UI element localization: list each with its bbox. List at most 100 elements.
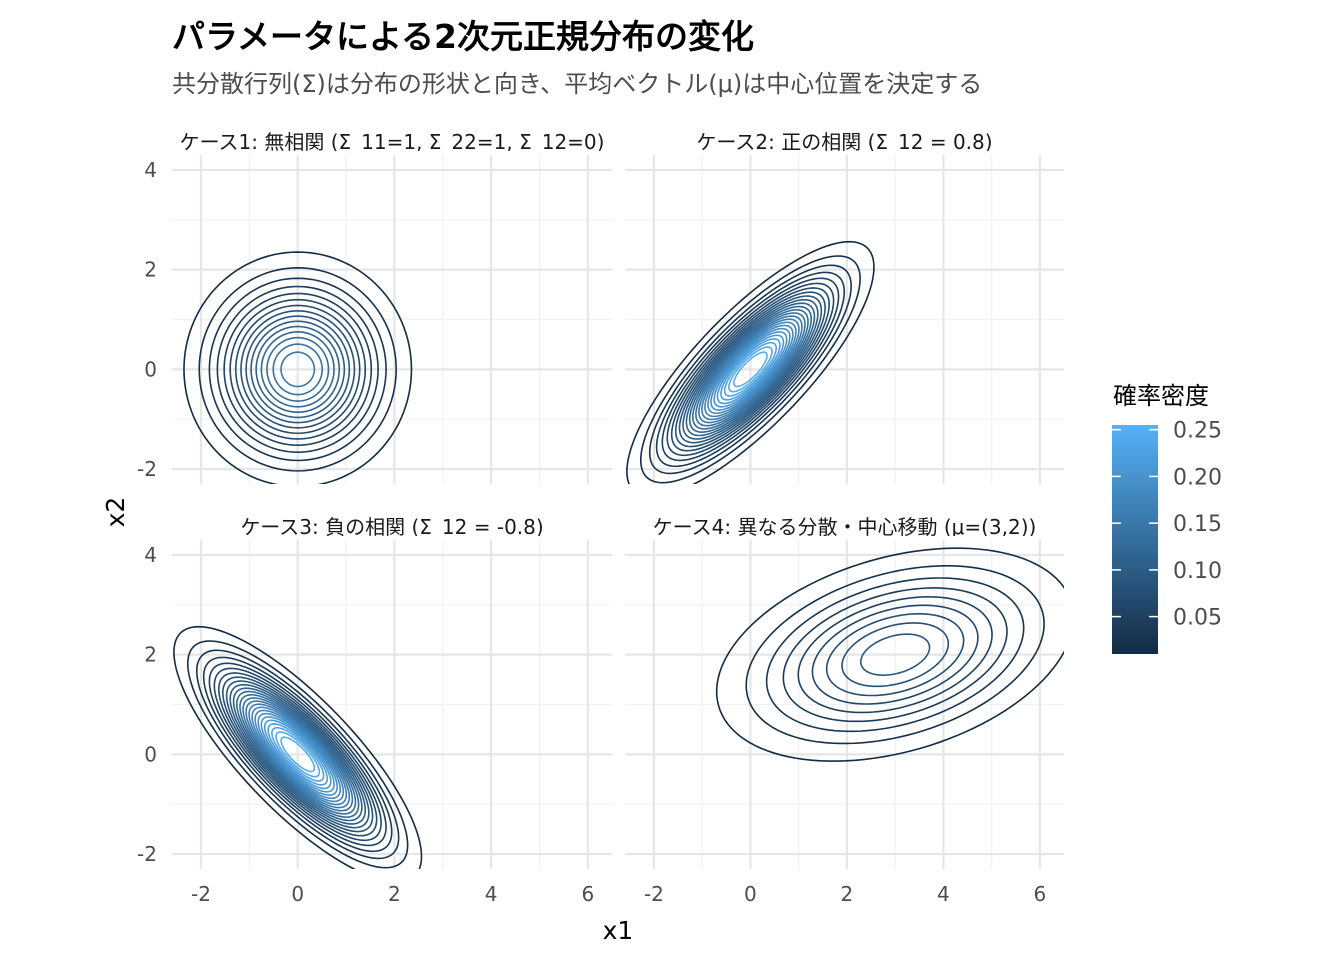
chart-subtitle: 共分散行列(Σ)は分布の形状と向き、平均ベクトル(μ)は中心位置を決定する [172, 70, 983, 98]
contour-group [626, 240, 875, 484]
contour-line [222, 676, 374, 833]
x-axis-title: x1 [603, 916, 634, 945]
panel-2: ケース2: 正の相関 (Σ_12 = 0.8) [625, 130, 1064, 484]
contour-line [811, 604, 979, 705]
y-tick-label: 4 [144, 543, 157, 567]
contour-line [272, 343, 324, 396]
x-tick-label: -2 [191, 882, 211, 906]
x-tick-label: 6 [581, 882, 594, 906]
contour-line [267, 723, 329, 786]
contour-line [661, 277, 840, 462]
panel-3: ケース3: 負の相関 (Σ_12 = -0.8) -2 0 2 4 -2 0 2 4 6 [137, 515, 612, 906]
contour-line [707, 324, 794, 415]
contour-line [223, 292, 373, 447]
contour-line [240, 310, 356, 429]
contour-line [797, 596, 993, 714]
contour-group [173, 625, 423, 869]
contour-line [745, 565, 1045, 745]
contour-line [626, 240, 875, 484]
y-tick-label: 2 [144, 643, 157, 667]
contour-line [173, 625, 423, 869]
contour-line [716, 334, 785, 405]
contour-line [266, 336, 330, 402]
contour-line [859, 633, 931, 676]
panel-2-label: ケース2: 正の相関 (Σ_12 = 0.8) [696, 130, 992, 154]
y-tick-label: 0 [144, 357, 157, 381]
contour-line [275, 731, 321, 778]
contour-line [782, 587, 1008, 723]
contour-line [280, 736, 316, 773]
panel-1-label: ケース1: 無相関 (Σ_11=1, Σ_22=1, Σ_12=0) [180, 130, 605, 154]
contour-group [715, 547, 1064, 762]
legend-tick-label: 0.25 [1173, 419, 1222, 444]
legend-tick-label: 0.10 [1173, 559, 1222, 584]
contour-line [245, 315, 351, 424]
y-tick-label: 4 [144, 158, 157, 182]
contour-line [695, 312, 806, 427]
y-tick-label: -2 [137, 457, 157, 481]
contour-line [245, 700, 351, 809]
x-tick-label: 4 [937, 882, 950, 906]
contour-group [183, 251, 413, 484]
contour-line [216, 285, 379, 453]
contour-line [704, 321, 797, 418]
contour-line [229, 298, 367, 440]
y-axis-title: x2 [101, 497, 130, 528]
contour-line [670, 287, 830, 452]
contour-line [280, 351, 316, 388]
x-tick-label: 0 [744, 882, 757, 906]
contour-line [841, 622, 950, 688]
legend: 確率密度 0.05 0.10 0.15 0.20 0.25 [1112, 382, 1222, 654]
contour-line [728, 346, 773, 393]
panel-4-label: ケース4: 異なる分散・中心移動 (μ=(3,2)) [653, 515, 1037, 539]
contour-line [234, 304, 361, 435]
contour-line [715, 547, 1064, 762]
contour-line [255, 325, 341, 413]
y-tick-label: 0 [144, 742, 157, 766]
x-tick-label: 4 [485, 882, 498, 906]
contour-line [733, 351, 768, 388]
contour-line [250, 320, 346, 419]
contour-line [225, 680, 370, 829]
contour-line [685, 302, 816, 437]
contour-line [692, 309, 809, 430]
contour-line [260, 716, 335, 793]
contour-line [239, 694, 357, 815]
contour-line [713, 331, 788, 408]
legend-tick-label: 0.20 [1173, 465, 1222, 490]
contour-line [257, 712, 339, 796]
contour-line [195, 649, 400, 860]
contour-line [232, 687, 363, 822]
contour-line [198, 267, 397, 472]
legend-colorbar [1112, 425, 1158, 654]
x-tick-label: 2 [841, 882, 854, 906]
contour-line [723, 341, 777, 397]
contour-line [825, 612, 965, 697]
legend-tick-label: 0.15 [1173, 512, 1222, 537]
panel-4: ケース4: 異なる分散・中心移動 (μ=(3,2)) -2 0 2 4 6 [625, 515, 1064, 906]
contour-line [271, 726, 325, 782]
contour-line [254, 709, 342, 800]
contour-line [698, 315, 803, 424]
contour-line [678, 295, 823, 444]
panel-3-label: ケース3: 負の相関 (Σ_12 = -0.8) [240, 515, 543, 539]
contour-line [229, 683, 367, 825]
contour-line [655, 271, 846, 468]
contour-line [701, 318, 800, 421]
x-tick-label: 6 [1034, 882, 1047, 906]
x-tick-label: 0 [291, 882, 304, 906]
contour-line [248, 703, 348, 806]
contour-line [648, 264, 852, 475]
contour-line [666, 282, 835, 457]
contour-line [183, 251, 413, 484]
contour-line [720, 338, 781, 401]
contour-line [208, 662, 387, 847]
legend-tick-label: 0.05 [1173, 606, 1222, 631]
contour-line [208, 277, 387, 462]
contour-line [236, 690, 360, 818]
contour-line [213, 667, 382, 842]
contour-line [765, 577, 1025, 733]
contour-line [688, 305, 812, 433]
